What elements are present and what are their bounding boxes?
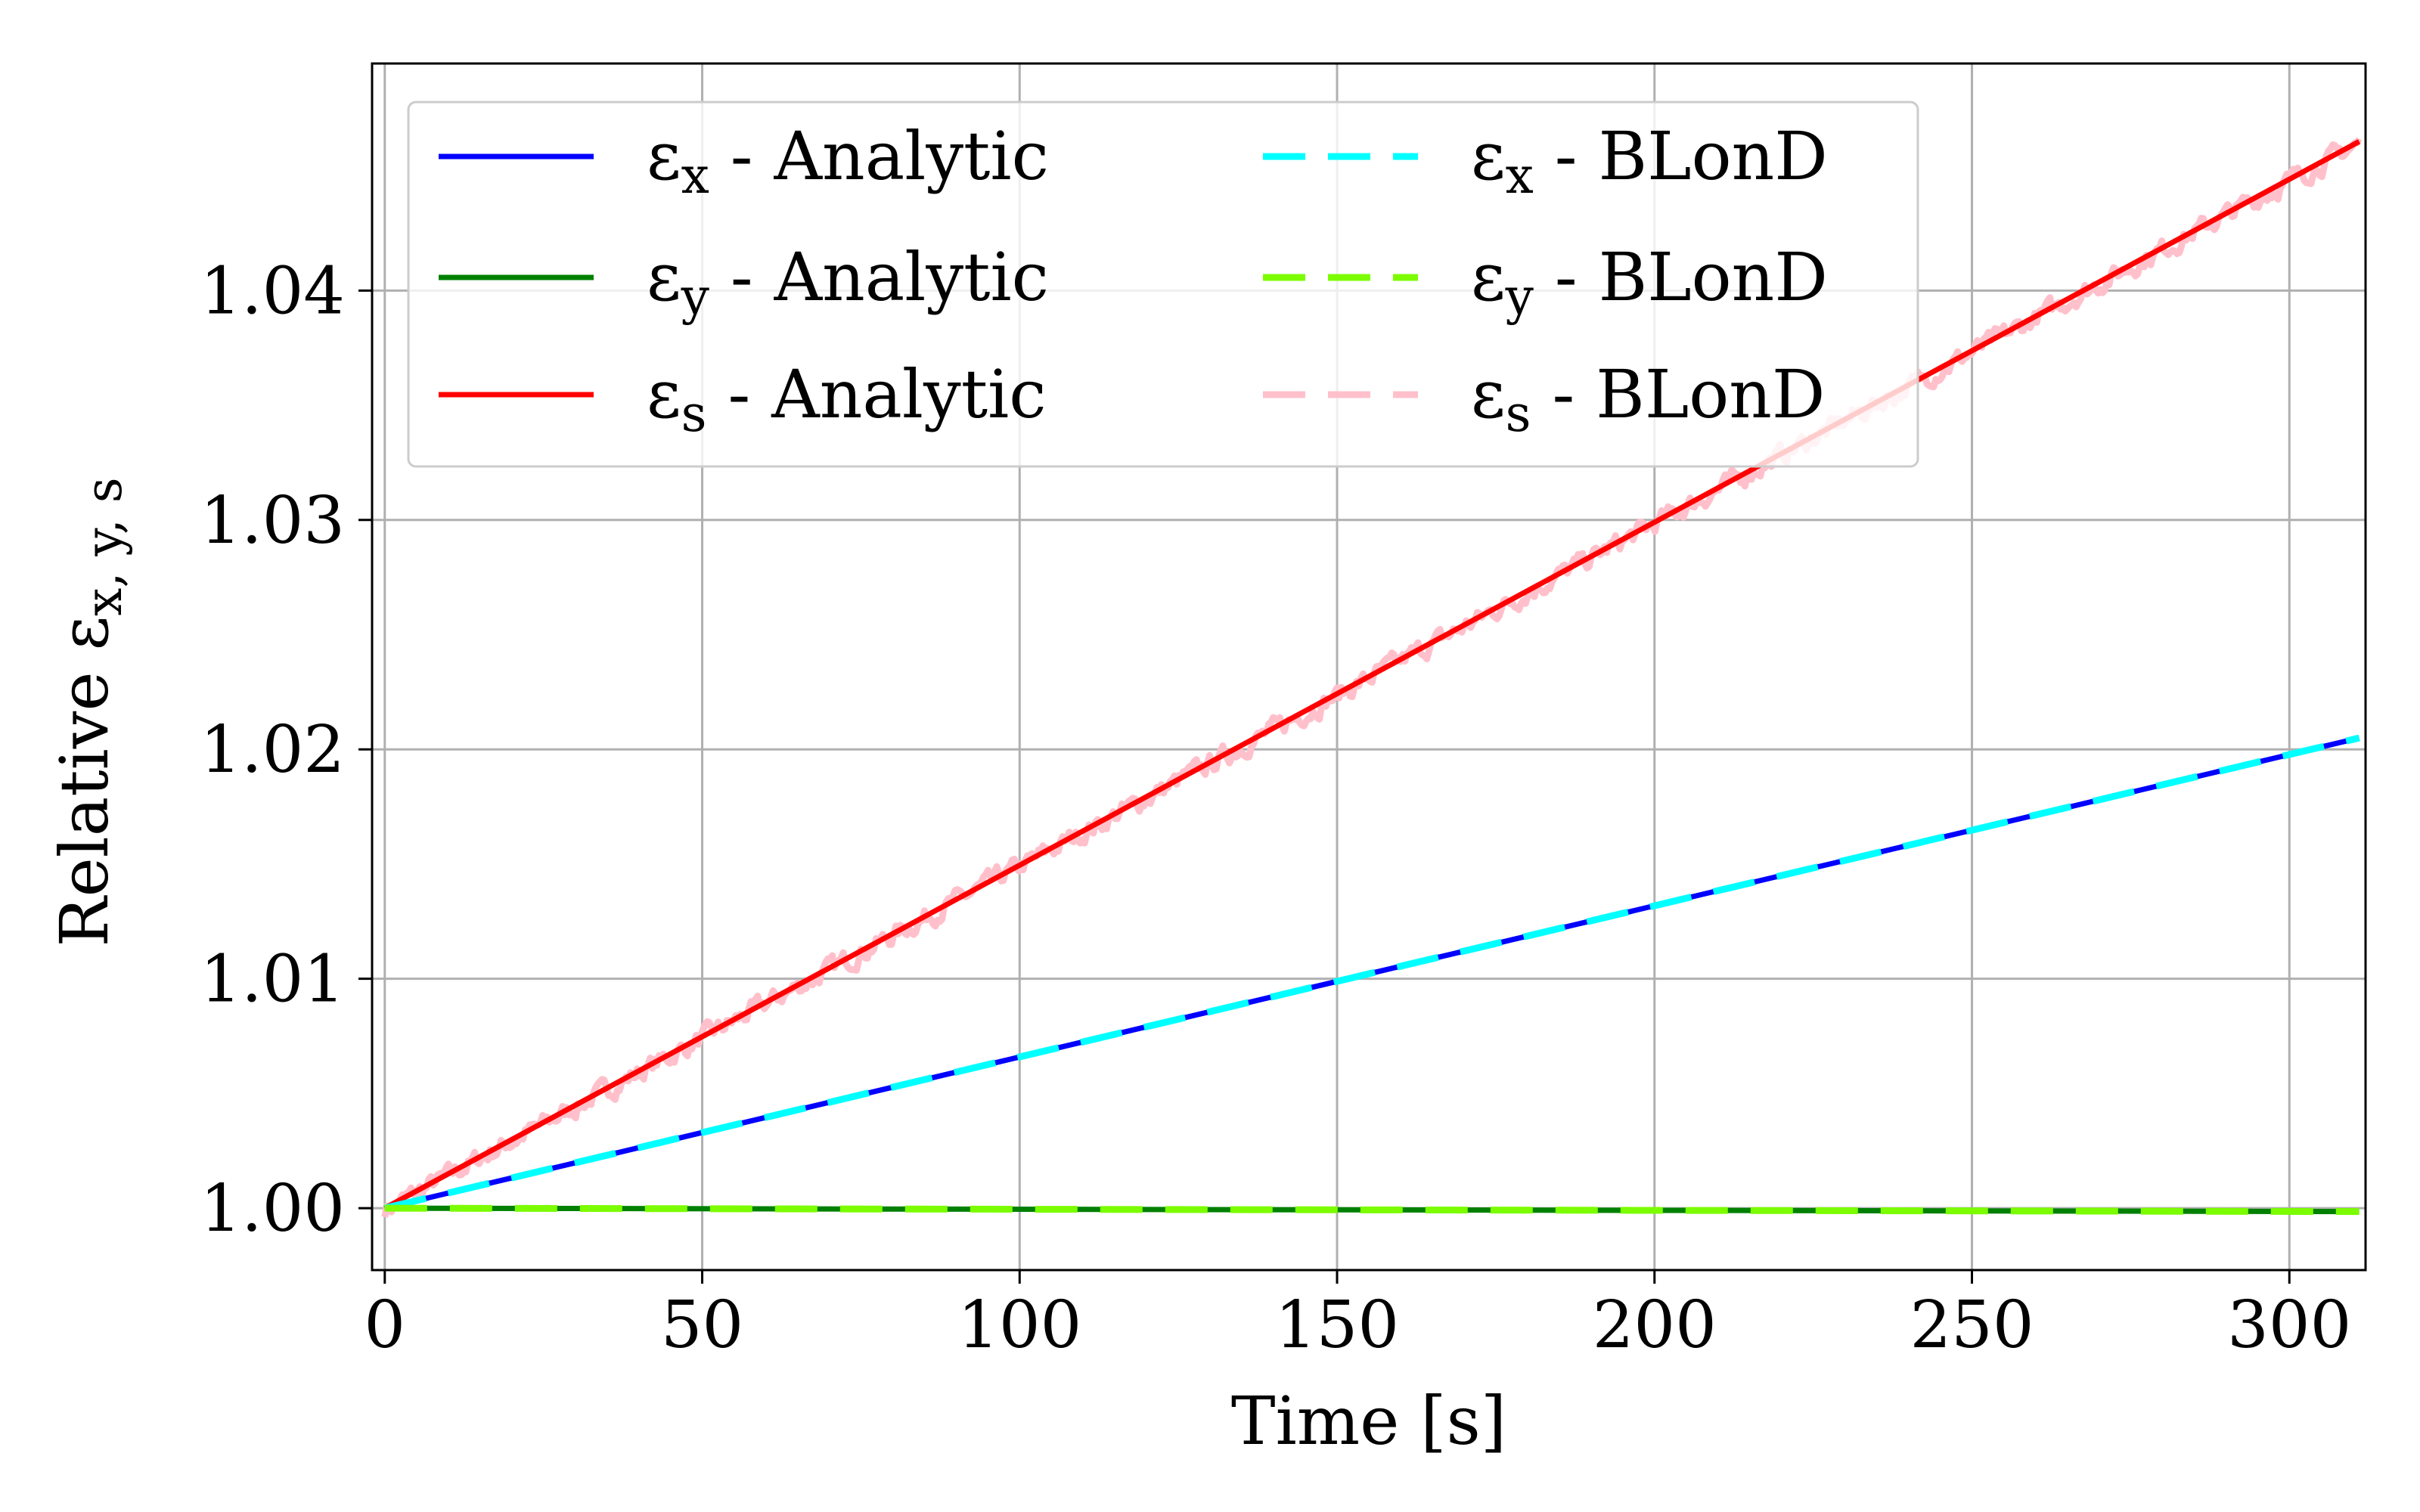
x-tick-label: 50: [661, 1287, 743, 1363]
legend-label-symbol: ε: [647, 355, 681, 433]
y-tick-label: 1.03: [200, 483, 345, 559]
legend-label-subscript: x: [681, 147, 709, 205]
y-tick-label: 1.00: [200, 1171, 345, 1247]
legend-label-symbol: ε: [647, 238, 681, 316]
legend-label: εx - BLonD: [1471, 117, 1828, 205]
series-line-s-analytic: [383, 139, 2361, 1211]
series-line-y-blond: [384, 1204, 2360, 1216]
legend-label-subscript: x: [1506, 147, 1534, 205]
legend-label-symbol: ε: [647, 117, 681, 195]
legend-label-subscript: y: [1505, 268, 1534, 326]
legend-label-symbol: ε: [1471, 355, 1506, 433]
legend-label-subscript: y: [681, 268, 710, 326]
x-tick-label: 200: [1593, 1287, 1717, 1363]
legend-label-subscript: s: [1506, 385, 1531, 443]
legend-label-suffix: - Analytic: [709, 238, 1049, 316]
y-axis-label-main: Relative ε: [45, 616, 123, 947]
legend-label: εy - BLonD: [1471, 238, 1828, 326]
y-tick-label: 1.02: [200, 712, 345, 788]
legend-label: εx - Analytic: [647, 117, 1049, 205]
legend-label-suffix: - Analytic: [706, 355, 1046, 433]
legend-label-subscript: s: [681, 385, 707, 443]
legend-label: εs - Analytic: [647, 355, 1047, 443]
y-axis-label-subscript: x, y, s: [75, 477, 133, 616]
x-tick-label: 250: [1910, 1287, 2034, 1363]
x-axis-label: Time [s]: [1231, 1382, 1506, 1460]
legend-box: [407, 101, 1919, 468]
series-line-x-blond: [383, 734, 2360, 1212]
plot-frame: [371, 62, 2367, 1272]
series-layer: [381, 137, 2363, 1218]
y-tick-label: 1.04: [200, 253, 345, 329]
legend-label-symbol: ε: [1471, 117, 1506, 195]
x-tick-label: 300: [2227, 1287, 2351, 1363]
y-tick-label: 1.01: [200, 942, 345, 1018]
legend-label: εy - Analytic: [647, 238, 1049, 326]
legend-label: εs - BLonD: [1471, 355, 1825, 443]
x-tick-label: 100: [957, 1287, 1081, 1363]
legend-label-symbol: ε: [1471, 238, 1506, 316]
ticks: 0 50 100 150 200 250 300 1.00 1.01 1.02 1.03 1.04: [200, 253, 2352, 1363]
x-tick-label: 0: [364, 1287, 405, 1363]
legend-label-suffix: - BLonD: [1534, 238, 1828, 316]
legend-label-suffix: - BLonD: [1531, 355, 1825, 433]
y-axis-label: Relative εx, y, s: [45, 477, 133, 947]
legend-label-suffix: - Analytic: [709, 117, 1049, 195]
x-tick-label: 150: [1275, 1287, 1399, 1363]
legend-label-suffix: - BLonD: [1534, 117, 1828, 195]
